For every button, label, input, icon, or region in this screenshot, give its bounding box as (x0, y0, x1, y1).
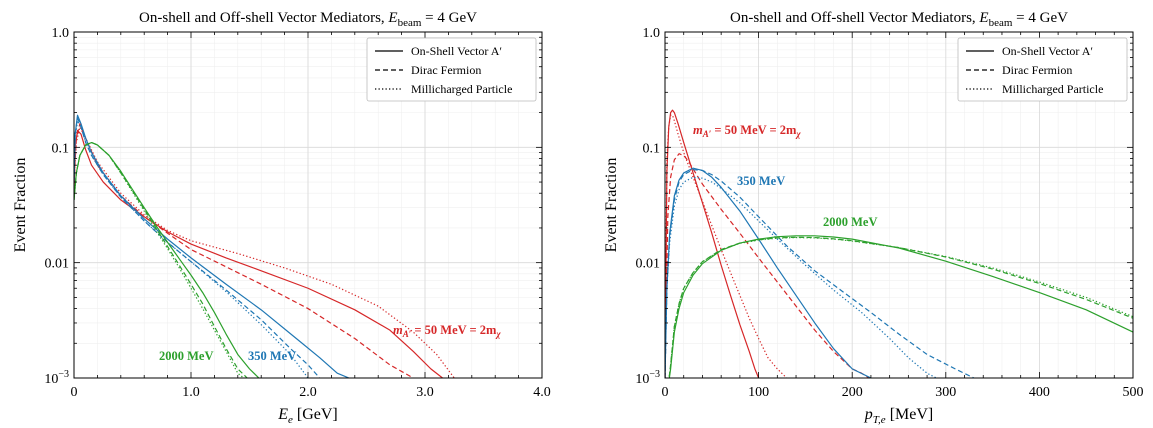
legend-label: Dirac Fermion (411, 63, 481, 77)
series-line-green-dashed (665, 236, 1133, 378)
x-label-subscript: T,e (873, 414, 886, 426)
annotation-blue: 350 MeV (248, 349, 296, 363)
title-subscript: beam (398, 17, 422, 29)
ticks (664, 31, 1134, 379)
legend-label: On-Shell Vector A′ (1002, 44, 1093, 58)
x-tick-label: 1.0 (182, 385, 200, 400)
y-tick-exponent: −3 (58, 369, 69, 380)
title-symbol: E (978, 10, 988, 26)
y-tick-label: 0.1 (643, 141, 661, 156)
x-tick-label: 4.0 (533, 385, 551, 400)
y-tick-label: 1.0 (643, 26, 661, 41)
legend: On-Shell Vector A′ Dirac Fermion Millichar… (957, 37, 1128, 102)
y-tick-label: 1.0 (52, 26, 70, 41)
series-line-blue-solid (665, 167, 872, 378)
legend-box (366, 37, 537, 102)
x-label-symbol: E (277, 406, 288, 423)
annotation-green: 2000 MeV (823, 215, 878, 229)
x-label-subscript: e (288, 414, 293, 426)
chart-panel-2: 0 100 200 300 400 500 1.0 0.1 0.01 10−3 On-shell a… (603, 10, 1144, 426)
chart-title: On-shell and Off-shell Vector Mediators,… (139, 10, 477, 29)
title-subscript: beam (989, 17, 1013, 29)
title-value: = 4 GeV (421, 10, 477, 26)
annotation-red: mA′ = 50 MeV = 2mχ (693, 123, 801, 139)
x-tick-label: 0 (662, 385, 669, 400)
series-line-blue-dotted (665, 176, 937, 378)
series-line-blue-dashed (74, 117, 321, 378)
x-label-unit: [MeV] (886, 406, 934, 423)
series-group (665, 109, 1133, 378)
x-tick-label: 2.0 (299, 385, 317, 400)
legend-label: Millicharged Particle (1002, 82, 1103, 96)
annotation-text: = 50 MeV = 2m (411, 323, 497, 337)
series-line-blue-dotted (74, 120, 309, 378)
annotation-symbol: m (393, 323, 403, 337)
y-axis-label: Event Fraction (603, 158, 620, 253)
y-tick-base: 10 (44, 372, 58, 387)
series-line-red-dashed (665, 153, 870, 378)
y-axis-label: Event Fraction (12, 158, 29, 253)
legend-label: On-Shell Vector A′ (411, 44, 502, 58)
legend-box (957, 37, 1128, 102)
series-line-red-dashed (74, 123, 414, 378)
x-tick-label: 200 (842, 385, 863, 400)
legend-label: Millicharged Particle (411, 82, 512, 96)
series-line-green-solid (665, 235, 1133, 378)
chart-title: On-shell and Off-shell Vector Mediators,… (730, 10, 1068, 29)
annotation-text: = 50 MeV = 2m (711, 123, 797, 137)
annotation-red: mA′ = 50 MeV = 2mχ (393, 323, 501, 339)
title-main: On-shell and Off-shell Vector Mediators, (139, 10, 388, 26)
series-line-green-dotted (74, 141, 245, 378)
series-line-red-solid (74, 129, 443, 378)
annotation-subscript-2: χ (794, 129, 801, 139)
chart-panel-1: 0 1.0 2.0 3.0 4.0 1.0 0.1 0.01 10−3 On-shell and … (12, 10, 551, 426)
series-line-red-dotted (74, 126, 455, 378)
x-label-unit: [GeV] (293, 406, 338, 423)
y-tick-label: 10−3 (635, 369, 660, 387)
y-tick-label: 0.01 (636, 257, 661, 272)
title-symbol: E (387, 10, 397, 26)
grid (664, 31, 1134, 379)
annotation-subscript: A′ (702, 129, 712, 139)
title-value: = 4 GeV (1012, 10, 1068, 26)
legend: On-Shell Vector A′ Dirac Fermion Millichar… (366, 37, 537, 102)
series-group (74, 114, 455, 378)
series-line-blue-solid (74, 114, 350, 378)
y-tick-exponent: −3 (649, 369, 660, 380)
annotation-subscript: A′ (402, 329, 412, 339)
x-tick-label: 300 (935, 385, 956, 400)
y-tick-label: 0.01 (45, 257, 70, 272)
series-line-green-dotted (665, 236, 1133, 378)
y-tick-label: 10−3 (44, 369, 69, 387)
ticks (73, 31, 543, 379)
annotation-blue: 350 MeV (737, 174, 785, 188)
series-line-red-dotted (665, 114, 788, 378)
series-line-blue-dashed (665, 169, 975, 378)
x-axis-label: Ee [GeV] (277, 406, 338, 426)
x-tick-label: 0 (71, 385, 78, 400)
annotation-symbol: m (693, 123, 703, 137)
x-tick-label: 500 (1123, 385, 1144, 400)
y-tick-base: 10 (635, 372, 649, 387)
x-axis-label: pT,e [MeV] (864, 406, 933, 426)
annotation-green: 2000 MeV (159, 349, 214, 363)
y-tick-label: 0.1 (52, 141, 70, 156)
plot-frame (664, 31, 1134, 379)
title-main: On-shell and Off-shell Vector Mediators, (730, 10, 979, 26)
series-line-red-solid (665, 109, 760, 378)
x-label-symbol: p (864, 406, 873, 423)
x-tick-label: 3.0 (416, 385, 434, 400)
legend-label: Dirac Fermion (1002, 63, 1072, 77)
annotation-subscript-2: χ (494, 329, 501, 339)
x-tick-label: 400 (1029, 385, 1050, 400)
x-tick-label: 100 (748, 385, 769, 400)
